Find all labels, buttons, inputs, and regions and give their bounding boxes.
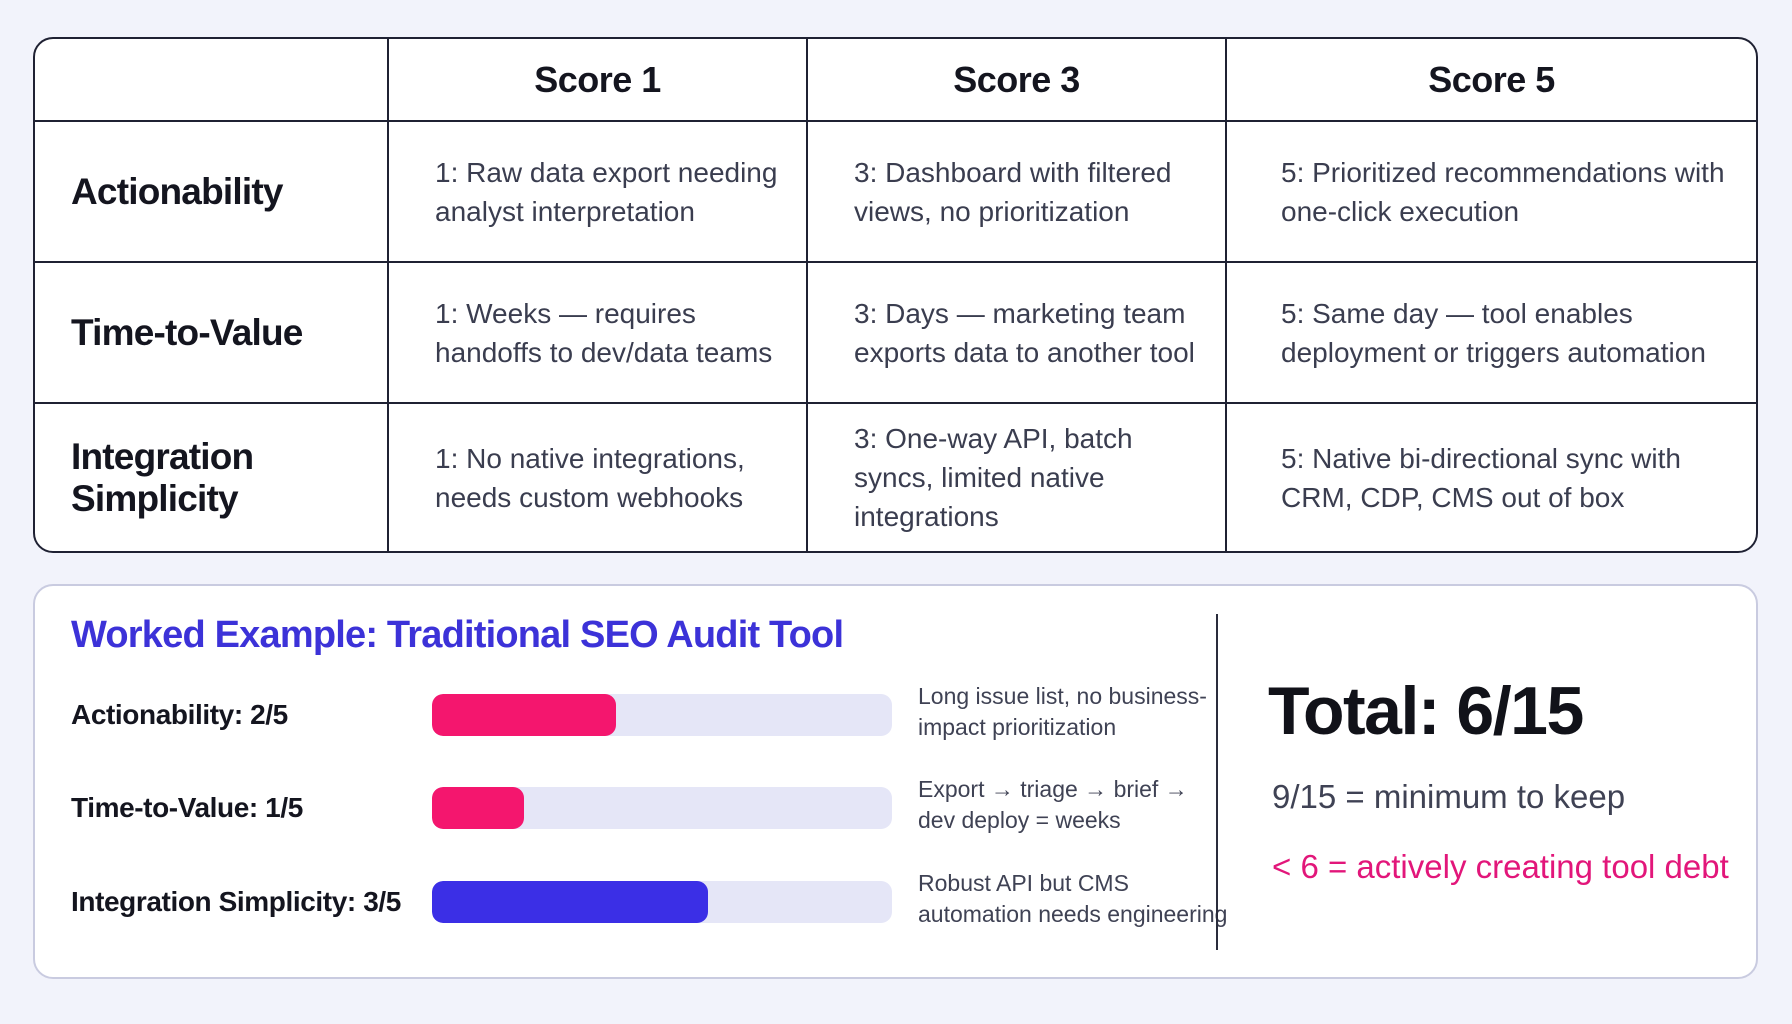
vertical-divider <box>1216 614 1218 950</box>
metric-label: Time-to-Value: 1/5 <box>71 792 303 823</box>
row-label-actionability: Actionability <box>35 122 389 263</box>
score-bar-track <box>432 787 892 829</box>
total-score: Total: 6/15 <box>1268 673 1584 749</box>
metric-note: Robust API but CMS automation needs engi… <box>918 870 1228 927</box>
metric-time-to-value: Time-to-Value: 1/5 Export → triage → bri… <box>71 776 1231 838</box>
header-score-1: Score 1 <box>389 39 808 122</box>
worked-example-card: Worked Example: Traditional SEO Audit To… <box>33 584 1758 979</box>
score-bar-track <box>432 694 892 736</box>
rubric-cell: 3: Days — marketing team exports data to… <box>808 263 1227 404</box>
row-label-time-to-value: Time-to-Value <box>35 263 389 404</box>
keep-threshold: 9/15 = minimum to keep <box>1272 778 1626 815</box>
metric-note: Export → triage → brief → dev deploy = w… <box>918 776 1188 833</box>
rubric-cell-text: 5: Prioritized recommendations with one-… <box>1281 156 1725 227</box>
metric-actionability: Actionability: 2/5 Long issue list, no b… <box>71 683 1231 745</box>
rubric-cell-text: 1: Raw data export needing analyst inter… <box>435 156 778 227</box>
score-bar-fill <box>432 694 616 736</box>
header-cell-empty <box>35 39 389 122</box>
header-score-5: Score 5 <box>1227 39 1756 122</box>
rubric-cell-text: 1: No native integrations, needs custom … <box>435 442 745 513</box>
rubric-cell: 3: Dashboard with filtered views, no pri… <box>808 122 1227 263</box>
rubric-cell: 5: Same day — tool enables deployment or… <box>1227 263 1756 404</box>
score-bar-fill <box>432 787 524 829</box>
row-label-integration-simplicity: Integration Simplicity <box>35 404 389 551</box>
rubric-cell: 5: Prioritized recommendations with one-… <box>1227 122 1756 263</box>
rubric-cell: 1: Weeks — requires handoffs to dev/data… <box>389 263 808 404</box>
score-bar-track <box>432 881 892 923</box>
rubric-cell-text: 5: Native bi-directional sync with CRM, … <box>1281 442 1681 513</box>
rubric-cell-text: 5: Same day — tool enables deployment or… <box>1281 297 1706 368</box>
rubric-cell-text: 3: One-way API, batch syncs, limited nat… <box>854 423 1133 532</box>
rubric-cell: 5: Native bi-directional sync with CRM, … <box>1227 404 1756 551</box>
worked-example-title: Worked Example: Traditional SEO Audit To… <box>71 614 844 656</box>
scoring-rubric-table: Score 1 Score 3 Score 5 Actionability 1:… <box>33 37 1758 553</box>
metric-label: Integration Simplicity: 3/5 <box>71 886 401 917</box>
metric-note: Long issue list, no business-impact prio… <box>918 683 1207 740</box>
rubric-cell-text: 3: Days — marketing team exports data to… <box>854 297 1195 368</box>
rubric-cell-text: 1: Weeks — requires handoffs to dev/data… <box>435 297 773 368</box>
rubric-cell-text: 3: Dashboard with filtered views, no pri… <box>854 156 1172 227</box>
header-score-3: Score 3 <box>808 39 1227 122</box>
score-bar-fill <box>432 881 708 923</box>
rubric-cell: 3: One-way API, batch syncs, limited nat… <box>808 404 1227 551</box>
rubric-cell: 1: Raw data export needing analyst inter… <box>389 122 808 263</box>
debt-threshold: < 6 = actively creating tool debt <box>1272 848 1729 885</box>
metric-label: Actionability: 2/5 <box>71 699 288 730</box>
metric-integration-simplicity: Integration Simplicity: 3/5 Robust API b… <box>71 870 1231 932</box>
rubric-cell: 1: No native integrations, needs custom … <box>389 404 808 551</box>
